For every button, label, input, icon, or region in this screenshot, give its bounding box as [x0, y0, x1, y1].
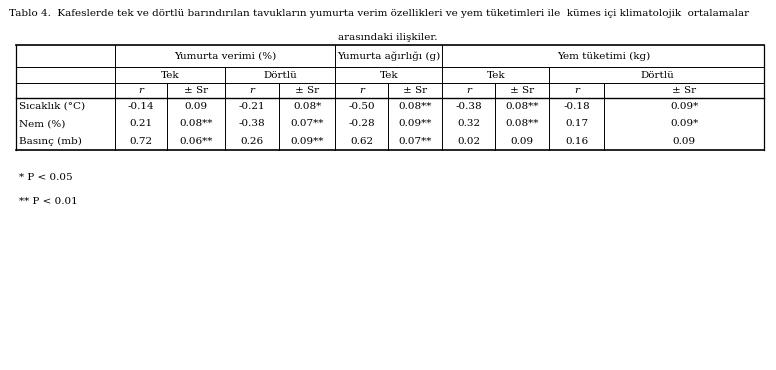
Text: -0.18: -0.18 [563, 102, 590, 111]
Text: 0.06**: 0.06** [179, 137, 213, 146]
Text: ** P < 0.01: ** P < 0.01 [19, 197, 78, 206]
Text: Yumurta verimi (%): Yumurta verimi (%) [174, 52, 276, 61]
Text: -0.14: -0.14 [127, 102, 154, 111]
Text: Tek: Tek [161, 71, 179, 80]
Text: ± Sr: ± Sr [295, 86, 320, 95]
Text: 0.09: 0.09 [673, 137, 695, 146]
Text: 0.09**: 0.09** [398, 119, 432, 128]
Text: Basınç (mb): Basınç (mb) [19, 137, 82, 146]
Text: * P < 0.05: * P < 0.05 [19, 173, 73, 182]
Text: Yem tüketimi (kg): Yem tüketimi (kg) [556, 52, 650, 61]
Text: 0.08**: 0.08** [505, 119, 539, 128]
Text: 0.09*: 0.09* [670, 102, 698, 111]
Text: r: r [359, 86, 364, 95]
Text: ± Sr: ± Sr [184, 86, 208, 95]
Text: 0.09**: 0.09** [290, 137, 324, 146]
Text: -0.38: -0.38 [456, 102, 482, 111]
Text: r: r [250, 86, 255, 95]
Text: 0.26: 0.26 [241, 137, 264, 146]
Text: 0.21: 0.21 [130, 119, 152, 128]
Text: 0.08**: 0.08** [398, 102, 432, 111]
Text: 0.62: 0.62 [350, 137, 373, 146]
Text: 0.08**: 0.08** [505, 102, 539, 111]
Text: Tek: Tek [379, 71, 398, 80]
Text: Nem (%): Nem (%) [19, 119, 66, 128]
Text: ± Sr: ± Sr [403, 86, 428, 95]
Text: ± Sr: ± Sr [510, 86, 535, 95]
Text: 0.32: 0.32 [457, 119, 480, 128]
Text: -0.50: -0.50 [348, 102, 375, 111]
Text: 0.07**: 0.07** [398, 137, 432, 146]
Text: -0.38: -0.38 [239, 119, 265, 128]
Text: -0.21: -0.21 [239, 102, 265, 111]
Text: Tek: Tek [487, 71, 505, 80]
Text: 0.07**: 0.07** [290, 119, 324, 128]
Text: arasındaki ilişkiler.: arasındaki ilişkiler. [338, 33, 438, 42]
Text: Dörtlü: Dörtlü [263, 71, 297, 80]
Text: 0.17: 0.17 [565, 119, 588, 128]
Text: 0.09: 0.09 [511, 137, 534, 146]
Text: 0.16: 0.16 [565, 137, 588, 146]
Text: Yumurta ağırlığı (g): Yumurta ağırlığı (g) [337, 51, 441, 61]
Text: r: r [466, 86, 471, 95]
Text: -0.28: -0.28 [348, 119, 375, 128]
Text: Dörtlü: Dörtlü [640, 71, 674, 80]
Text: ± Sr: ± Sr [672, 86, 696, 95]
Text: 0.02: 0.02 [457, 137, 480, 146]
Text: 0.09: 0.09 [185, 102, 207, 111]
Text: Tablo 4.  Kafeslerde tek ve dörtlü barındırılan tavukların yumurta verim özellik: Tablo 4. Kafeslerde tek ve dörtlü barınd… [9, 9, 750, 18]
Text: 0.08**: 0.08** [179, 119, 213, 128]
Text: 0.72: 0.72 [130, 137, 152, 146]
Text: r: r [574, 86, 579, 95]
Text: 0.08*: 0.08* [293, 102, 321, 111]
Text: r: r [138, 86, 144, 95]
Text: Sıcaklık (°C): Sıcaklık (°C) [19, 102, 85, 111]
Text: 0.09*: 0.09* [670, 119, 698, 128]
